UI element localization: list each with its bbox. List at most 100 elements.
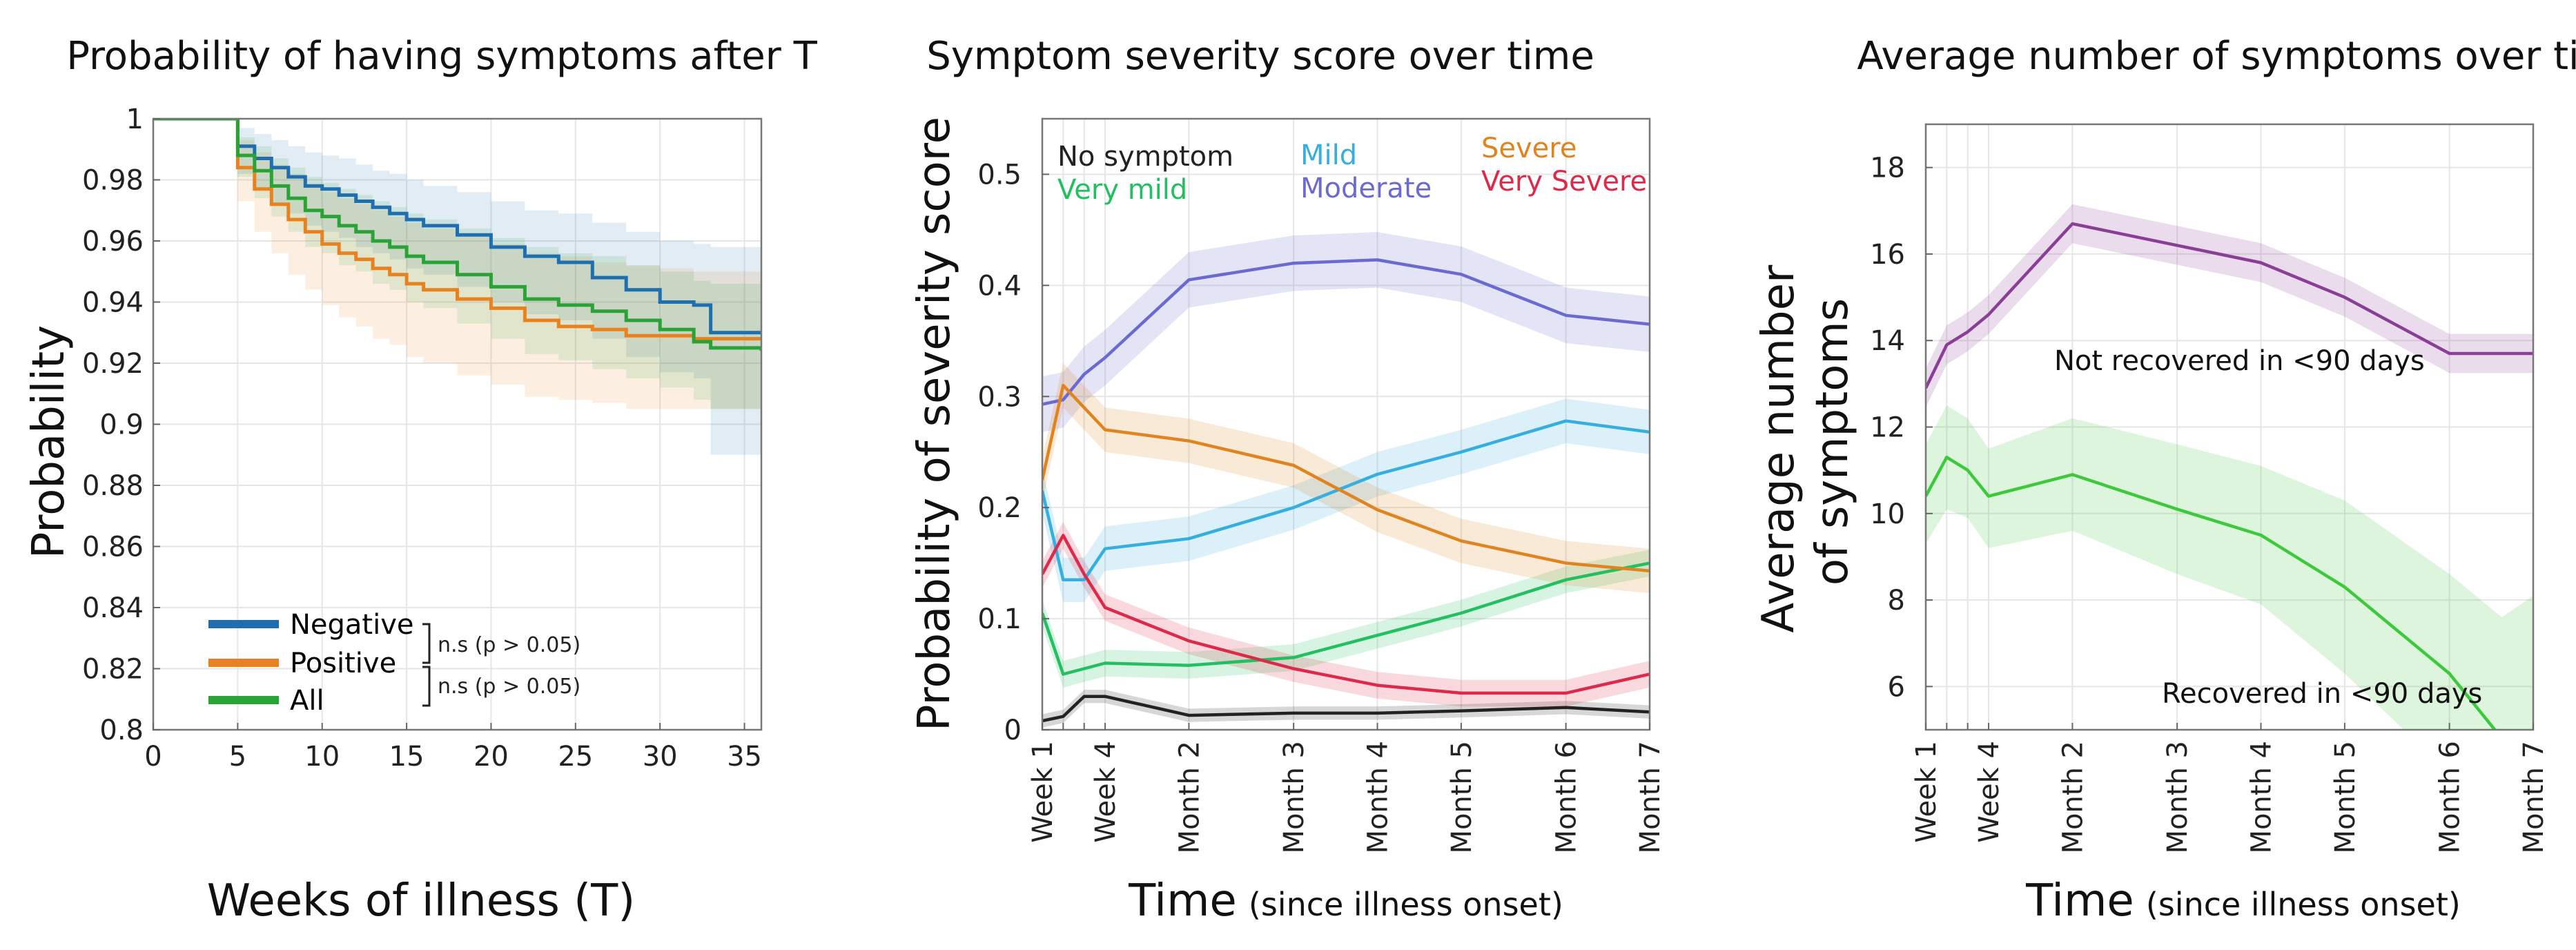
ci-band-moderate [1042,232,1650,432]
ci-band-very-mild [1042,550,1650,688]
panel-3-x-label-sub: (since illness onset) [2146,886,2461,923]
x-tick-label-25: 25 [558,741,593,773]
x-tick-label-month-7: Month 7 [2518,741,2550,854]
panel-3-x-ticks: Week 1 Week 4 Month 2 Month 3 Month 4 Month 5… [1911,723,2550,854]
x-tick-label-week-4: Week 4 [1090,741,1122,843]
panel-2-title: Symptom severity score over time [926,34,1594,79]
y-tick-label-0-2: 0.2 [977,492,1022,524]
survival-line-negative [153,119,761,335]
x-tick-label-month-3: Month 3 [2162,741,2194,854]
bracket-1 [422,623,431,664]
x-tick-label-35: 35 [727,741,762,773]
panel-3-y-label-line-1: Average number [1753,264,1804,633]
severity-line-mild [1042,419,1650,582]
ci-band-recovered-in-90-days [1926,405,2533,730]
y-tick-label-0-84: 0.84 [82,592,144,624]
panel-2-y-label: Probability of severity score [909,117,960,731]
y-tick-label-0-3: 0.3 [977,381,1022,413]
y-tick-label-0-5: 0.5 [977,159,1022,191]
legend-moderate: Moderate [1300,173,1432,204]
ci-band-mild [1042,398,1650,602]
y-tick-label-0-96: 0.96 [82,226,144,258]
legend-no-symptom: No symptom [1057,141,1233,173]
x-tick-label-5: 5 [229,741,246,773]
panel-2-frame [1041,117,1651,731]
y-tick-label-1: 1 [126,104,144,135]
y-tick-label-10: 10 [1870,498,1905,530]
x-tick-label-week-1: Week 1 [1911,741,1942,843]
y-tick-label-12: 12 [1870,412,1905,444]
panel-3-y-label: Average number of symptoms [1753,251,1858,632]
x-tick-label-month-3: Month 3 [1278,741,1310,854]
x-tick-label-month-2: Month 2 [1173,741,1205,854]
annotation-ns-2: n.s (p > 0.05) [438,675,580,699]
x-tick-label-20: 20 [474,741,509,773]
annotation-not-recovered: Not recovered in <90 days [2054,345,2425,377]
x-tick-label-week-1: Week 1 [1027,741,1059,843]
ci-band-no-symptom [1042,690,1650,728]
panel-1-grid [153,118,761,730]
severity-line-very-severe [1042,534,1650,695]
x-tick-label-30: 30 [643,741,678,773]
panel-3-ci-bands [1926,204,2533,730]
x-tick-label-month-4: Month 4 [2246,741,2278,854]
x-tick-label-month-4: Month 4 [1363,741,1394,854]
panel-1: Probability of having symptoms after T 0… [23,34,818,927]
count-line-recovered-in-90-days [1926,456,2497,730]
x-tick-label-week-4: Week 4 [1973,741,2005,843]
panel-2-y-ticks: 0 0.1 0.2 0.3 0.4 0.5 [977,159,1049,746]
y-tick-label-0-82: 0.82 [82,654,144,686]
ci-band-not-recovered-in-90-days [1926,204,2533,408]
panel-1-x-label: Weeks of illness (T) [207,875,635,927]
panel-1-y-label: Probability [23,325,75,559]
y-tick-label-0-92: 0.92 [82,348,144,380]
panel-2-legend: No symptom Very mild Mild Moderate Sever… [1057,133,1647,206]
y-tick-label-0-86: 0.86 [82,532,144,563]
y-tick-label-14: 14 [1870,325,1905,357]
panel-3-x-label-main: Time [2025,875,2134,927]
x-tick-label-month-2: Month 2 [2057,741,2089,854]
x-tick-label-0: 0 [144,741,162,773]
panel-1-title: Probability of having symptoms after T [66,34,817,79]
severity-line-severe [1042,383,1650,573]
y-tick-label-18: 18 [1870,153,1905,184]
count-line-not-recovered-in-90-days [1926,222,2533,389]
panel-3-x-label: Time (since illness onset) [2025,875,2461,927]
x-tick-label-15: 15 [389,741,425,773]
ci-band-severe [1042,363,1650,594]
panel-3-grid [1925,124,2534,730]
panel-1-x-ticks: 0 5 10 15 20 25 30 35 [144,723,762,773]
y-tick-label-6: 6 [1888,671,1905,703]
x-tick-label-month-6: Month 6 [2434,741,2466,854]
legend-label-positive: Positive [290,648,396,679]
x-tick-label-month-6: Month 6 [1551,741,1583,854]
panel-3-y-ticks: 6 8 10 12 14 16 18 [1870,153,1933,703]
x-tick-label-month-5: Month 5 [1446,741,1478,854]
panel-3-lines [1926,222,2533,730]
legend-label-all: All [290,685,324,717]
y-tick-label-0-9: 0.9 [99,409,144,441]
panel-2-x-ticks: Week 1 Week 4 Month 2 Month 3 Month 4 Month 5… [1027,723,1666,854]
legend-mild: Mild [1300,139,1357,171]
severity-line-moderate [1042,258,1650,406]
y-tick-label-16: 16 [1870,239,1905,271]
bracket-2 [422,666,431,707]
legend-severe: Severe [1481,133,1577,164]
annotation-recovered: Recovered in <90 days [2162,678,2482,710]
panel-1-lines [153,119,761,351]
y-tick-label-0-94: 0.94 [82,287,144,319]
panel-2-x-label-sub: (since illness onset) [1249,886,1563,923]
y-tick-label-0: 0 [1004,715,1022,746]
y-tick-label-8: 8 [1888,585,1905,617]
x-tick-label-10: 10 [304,741,340,773]
panel-2-x-label: Time (since illness onset) [1128,875,1563,927]
survival-line-positive [153,119,761,341]
legend-very-mild: Very mild [1057,174,1187,206]
y-tick-label-0-88: 0.88 [82,470,144,502]
panel-1-legend: Negative Positive All n.s (p > 0.05) n.s… [208,609,580,717]
severity-line-very-mild [1042,561,1650,676]
y-tick-label-0-8: 0.8 [99,715,144,746]
annotation-ns-1: n.s (p > 0.05) [438,633,580,657]
